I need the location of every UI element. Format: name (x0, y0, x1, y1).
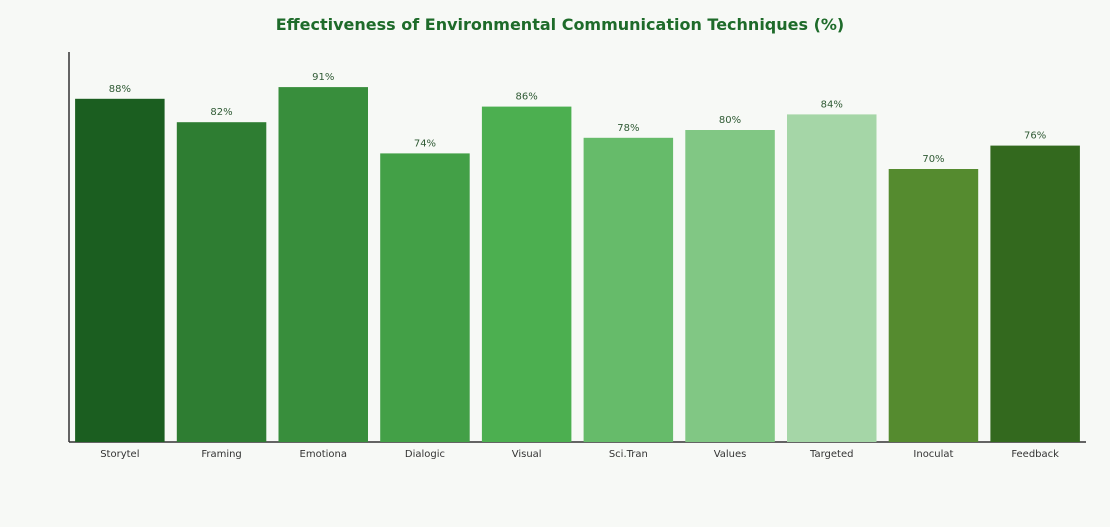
x-tick-label: Values (714, 449, 747, 460)
bar-targeted (787, 114, 877, 443)
bars-group (75, 87, 1080, 443)
bar-feedback (990, 145, 1080, 442)
chart-title: Effectiveness of Environmental Communica… (276, 15, 845, 34)
bar-storytel (75, 98, 165, 443)
data-label: 80% (719, 115, 741, 126)
x-tick-label: Storytel (100, 449, 139, 460)
bar-values (685, 130, 775, 442)
data-label: 74% (414, 138, 436, 149)
data-label: 84% (821, 99, 843, 110)
data-label: 82% (210, 107, 232, 118)
data-label: 78% (617, 123, 639, 134)
x-tick-label: Dialogic (405, 449, 445, 460)
x-tick-label: Framing (201, 449, 241, 460)
bar-inoculat (888, 169, 979, 442)
x-tick-labels-group: Storytel Framing Emotiona Dialogic Visual Sci… (100, 449, 1059, 460)
x-tick-label: Feedback (1011, 449, 1059, 460)
x-tick-label: Visual (512, 449, 542, 460)
x-tick-label: Inoculat (913, 449, 953, 460)
bar-emotiona (278, 87, 368, 442)
data-label: 76% (1024, 131, 1046, 142)
bar-dialogic (380, 153, 470, 442)
bar-visual (481, 106, 572, 442)
x-tick-label: Sci.Tran (609, 449, 648, 460)
bar-sci-tran (583, 137, 674, 443)
x-tick-label: Targeted (809, 449, 853, 460)
data-label: 86% (516, 92, 538, 103)
data-label: 91% (312, 72, 334, 83)
bar-framing (176, 122, 267, 442)
data-label: 70% (922, 154, 944, 165)
x-tick-label: Emotiona (300, 449, 347, 460)
data-label: 88% (109, 84, 131, 95)
data-labels-group: 88% 82% 91% 74% 86% 78% 80% 84% 70% 76% (109, 72, 1047, 165)
